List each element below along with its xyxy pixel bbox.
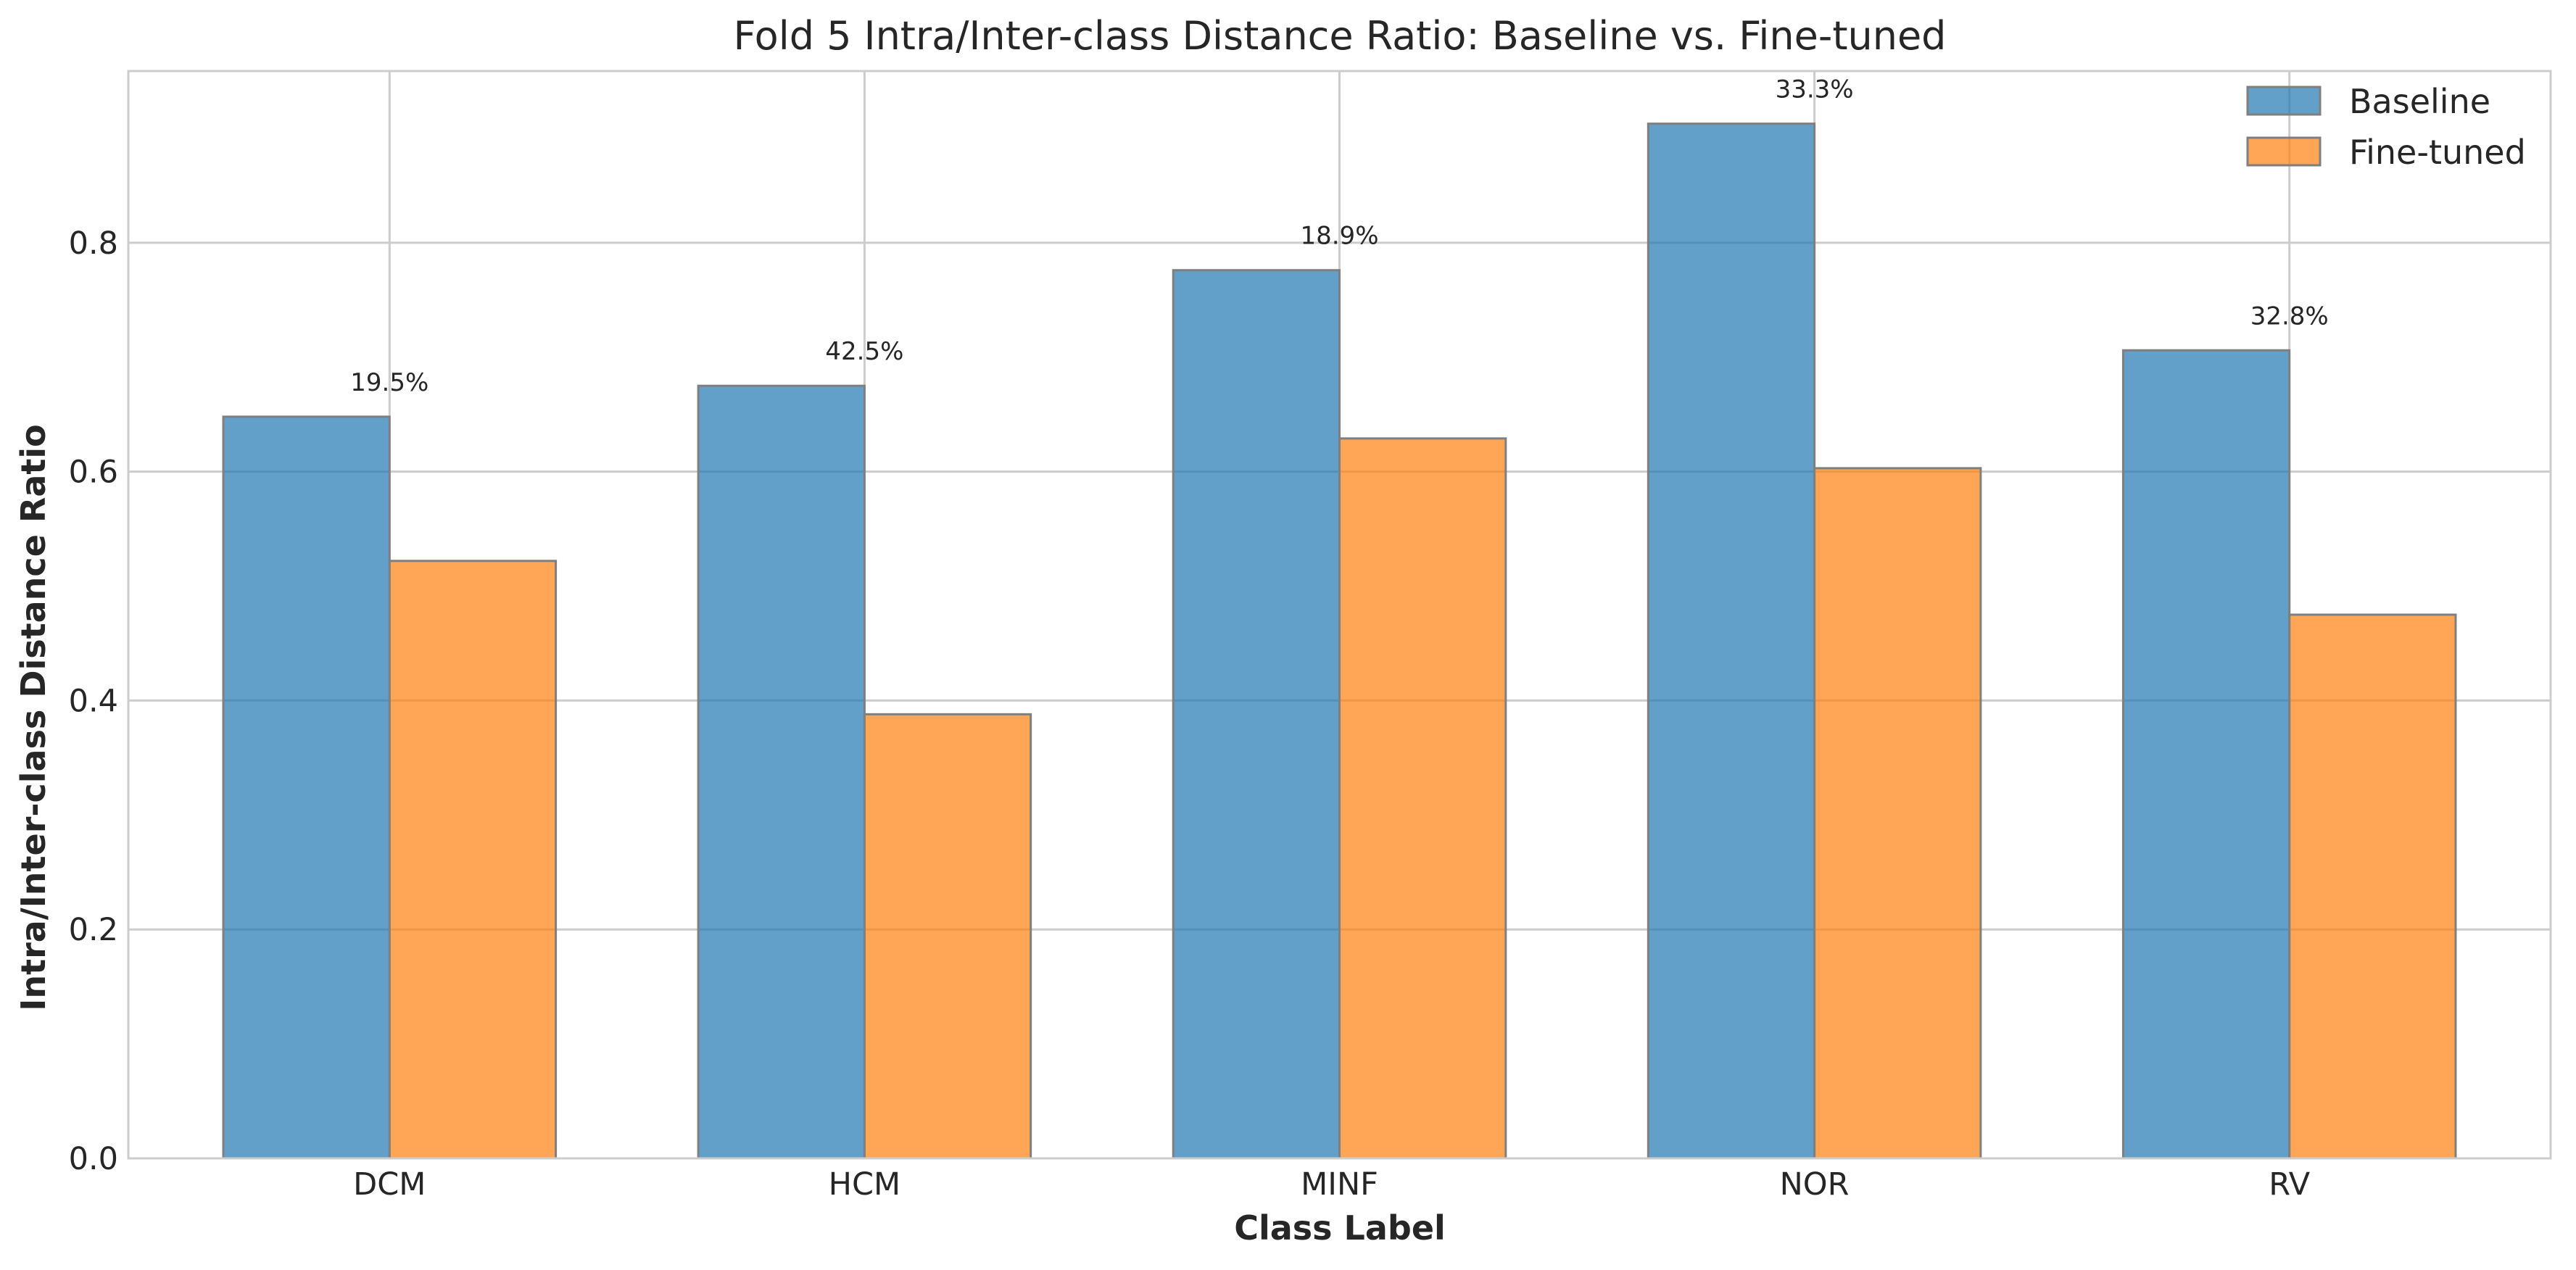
bar-finetuned-rv (2288, 613, 2457, 1160)
plot-frame (127, 70, 2552, 1160)
legend: Baseline Fine-tuned (2246, 82, 2526, 172)
y-axis-label: Intra/Inter-class Distance Ratio (14, 424, 53, 1010)
bar-baseline-nor (1647, 123, 1816, 1160)
bar-annotation: 42.5% (825, 337, 903, 366)
legend-label: Fine-tuned (2349, 133, 2526, 172)
bar-finetuned-hcm (863, 713, 1032, 1160)
x-axis-ticks: DCM HCM MINF NOR RV (353, 1166, 2311, 1203)
bar-baseline-dcm (222, 415, 391, 1160)
y-tick-label: 0.2 (69, 912, 118, 948)
y-tick-label: 0.4 (69, 683, 118, 719)
bar-finetuned-nor (1813, 467, 1982, 1160)
legend-swatch (2246, 86, 2322, 116)
chart-title: Fold 5 Intra/Inter-class Distance Ratio:… (734, 13, 1947, 59)
bar-annotation: 18.9% (1300, 222, 1378, 251)
x-tick-label: MINF (1301, 1166, 1378, 1203)
x-tick-label: DCM (353, 1166, 426, 1203)
bar-labels: 19.5% 42.5% 18.9% 33.3% 32.8% (350, 75, 2328, 397)
y-axis-ticks: 0.0 0.2 0.4 0.6 0.8 (69, 225, 118, 1177)
legend-label: Baseline (2349, 82, 2490, 121)
bar-baseline-hcm (697, 384, 866, 1160)
x-axis-label: Class Label (1234, 1208, 1446, 1248)
bar-finetuned-dcm (388, 560, 558, 1160)
x-tick-label: NOR (1780, 1166, 1850, 1203)
x-tick-label: RV (2269, 1166, 2311, 1203)
y-tick-label: 0.6 (69, 455, 118, 491)
bar-annotation: 32.8% (2250, 302, 2329, 331)
bar-finetuned-minf (1338, 437, 1507, 1160)
legend-swatch (2246, 136, 2322, 167)
bar-annotation: 33.3% (1776, 75, 1854, 104)
y-tick-label: 0.0 (69, 1141, 118, 1177)
bars (222, 123, 2457, 1160)
bar-annotation: 19.5% (350, 368, 428, 397)
x-tick-label: HCM (829, 1166, 900, 1203)
bar-baseline-rv (2121, 349, 2291, 1160)
y-tick-label: 0.8 (69, 225, 118, 262)
bar-baseline-minf (1172, 269, 1341, 1160)
